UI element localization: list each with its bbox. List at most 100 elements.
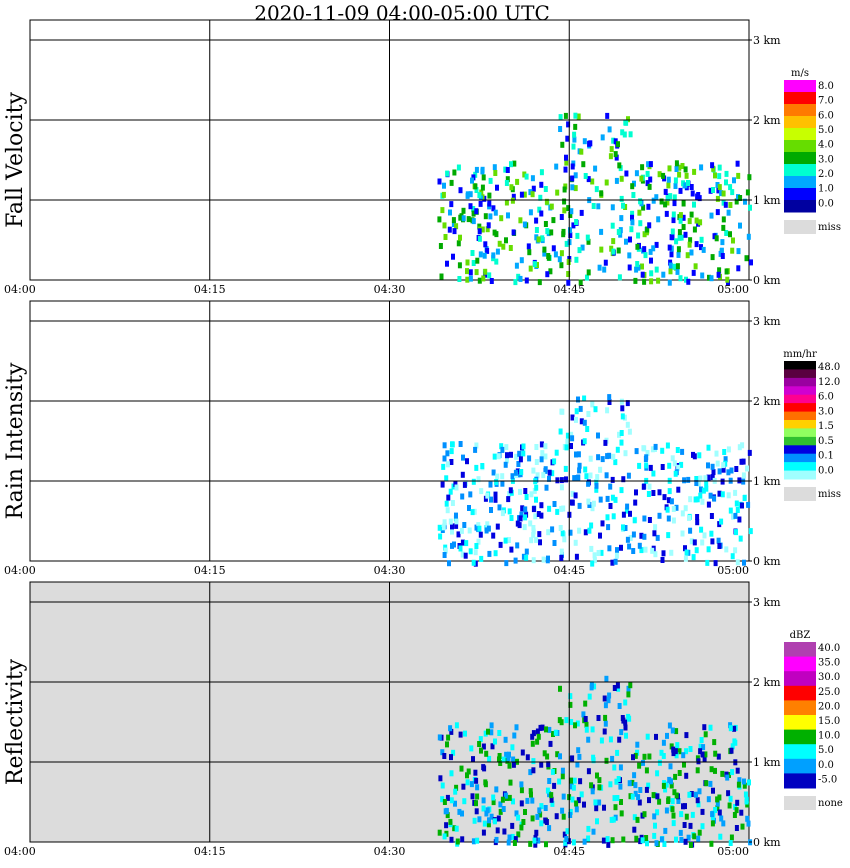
echo-cell: [674, 504, 679, 511]
echo-cell: [619, 544, 623, 551]
echo-cell: [440, 207, 445, 214]
echo-cell: [546, 555, 550, 562]
echo-cell: [506, 755, 511, 762]
echo-cell: [507, 834, 512, 841]
echo-cell: [659, 749, 664, 756]
echo-cell: [604, 179, 609, 186]
echo-cell: [717, 468, 722, 475]
x-tick-label: 05:00: [717, 283, 749, 296]
echo-cell: [449, 797, 454, 804]
echo-cell: [621, 202, 625, 209]
echo-cell: [497, 753, 502, 759]
echo-cell: [662, 494, 667, 501]
echo-cell: [642, 278, 647, 285]
echo-cell: [474, 808, 479, 815]
colorbar-missing-swatch: [784, 796, 816, 810]
echo-cell: [684, 549, 689, 556]
echo-cell: [579, 209, 584, 216]
echo-cell: [728, 795, 733, 802]
echo-cell: [441, 463, 446, 470]
echo-cell: [535, 738, 540, 745]
echo-cell: [593, 165, 598, 172]
echo-cell: [539, 181, 544, 188]
echo-cell: [726, 209, 731, 216]
echo-cell: [570, 796, 575, 803]
echo-cell: [519, 800, 524, 807]
colorbar-swatch: [784, 773, 816, 789]
echo-cell: [460, 471, 465, 478]
echo-cell: [653, 524, 658, 531]
echo-cell: [579, 791, 584, 798]
echo-cell: [708, 724, 713, 731]
echo-cell: [610, 204, 615, 211]
echo-cell: [715, 460, 720, 467]
echo-cell: [514, 810, 519, 817]
echo-cell: [550, 470, 555, 477]
echo-cell: [670, 806, 675, 813]
echo-cell: [467, 527, 472, 534]
echo-cell: [503, 792, 508, 799]
echo-cell: [683, 166, 688, 173]
echo-cell: [478, 251, 483, 258]
echo-cell: [661, 739, 666, 746]
echo-cell: [603, 439, 608, 446]
echo-cell: [607, 399, 612, 405]
echo-cell: [516, 831, 521, 838]
echo-cell: [685, 252, 690, 259]
echo-cell: [456, 531, 461, 538]
echo-cell: [740, 502, 744, 509]
echo-cell: [455, 838, 460, 845]
echo-cell: [530, 740, 535, 747]
colorbar-label: 0.0: [818, 760, 834, 771]
echo-cell: [735, 160, 740, 167]
echo-cell: [491, 205, 496, 212]
echo-cell: [563, 839, 568, 846]
echo-cell: [720, 239, 725, 246]
echo-cell: [552, 501, 557, 507]
echo-cell: [616, 776, 621, 782]
echo-cell: [692, 201, 696, 208]
echo-cell: [674, 238, 679, 245]
echo-cell: [602, 695, 607, 702]
echo-cell: [629, 226, 634, 233]
echo-cell: [491, 794, 496, 801]
echo-cell: [585, 234, 590, 241]
echo-cell: [669, 251, 674, 258]
echo-cell: [481, 797, 486, 804]
colorbar-swatch: [784, 729, 816, 745]
echo-cell: [725, 276, 730, 283]
echo-cell: [571, 839, 576, 846]
echo-cell: [710, 463, 715, 470]
echo-cell: [637, 542, 642, 549]
echo-cell: [733, 489, 738, 496]
echo-cell: [459, 213, 464, 220]
echo-cell: [709, 275, 714, 282]
echo-cell: [523, 506, 528, 513]
y-tick-label: 3 km: [753, 315, 781, 328]
echo-cell: [437, 524, 442, 531]
echo-cell: [737, 777, 742, 784]
echo-cell: [605, 836, 610, 843]
echo-cell: [482, 252, 487, 259]
echo-cell: [687, 241, 692, 248]
echo-cell: [448, 518, 453, 525]
echo-cell: [599, 737, 604, 744]
echo-cell: [532, 837, 537, 844]
echo-cell: [572, 475, 577, 482]
echo-cell: [647, 483, 652, 490]
echo-cell: [702, 756, 707, 763]
echo-cell: [651, 490, 656, 496]
echo-cell: [484, 750, 489, 757]
x-tick-label: 04:45: [553, 845, 585, 858]
echo-cell: [465, 259, 470, 266]
echo-cell: [440, 749, 445, 756]
colorbar-label: 25.0: [818, 687, 840, 698]
echo-cell: [437, 829, 442, 836]
echo-cell: [449, 836, 454, 843]
echo-cell: [460, 836, 465, 843]
echo-cell: [641, 445, 646, 452]
echo-cell: [710, 162, 715, 169]
echo-cell: [508, 779, 513, 786]
echo-cell: [732, 725, 737, 732]
echo-cell: [627, 428, 632, 435]
